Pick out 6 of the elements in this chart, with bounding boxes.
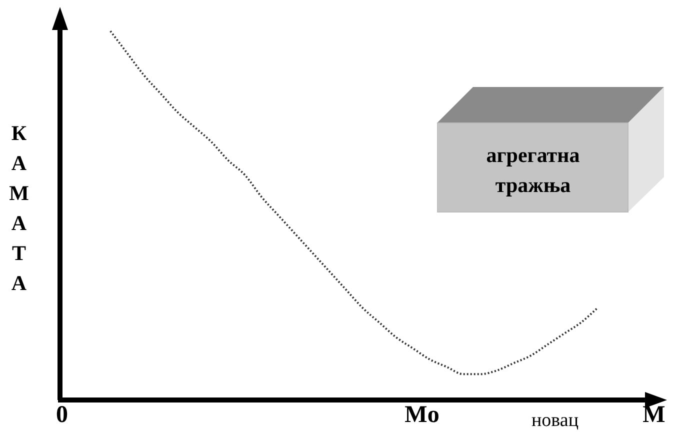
text: Mo [404, 401, 440, 430]
text: M [642, 401, 666, 430]
text: 0 [56, 401, 68, 430]
x-axis-title: новац [532, 410, 578, 432]
text: агрегатна тражња [485, 142, 581, 199]
y-axis-title: КАМАТА [8, 120, 30, 297]
